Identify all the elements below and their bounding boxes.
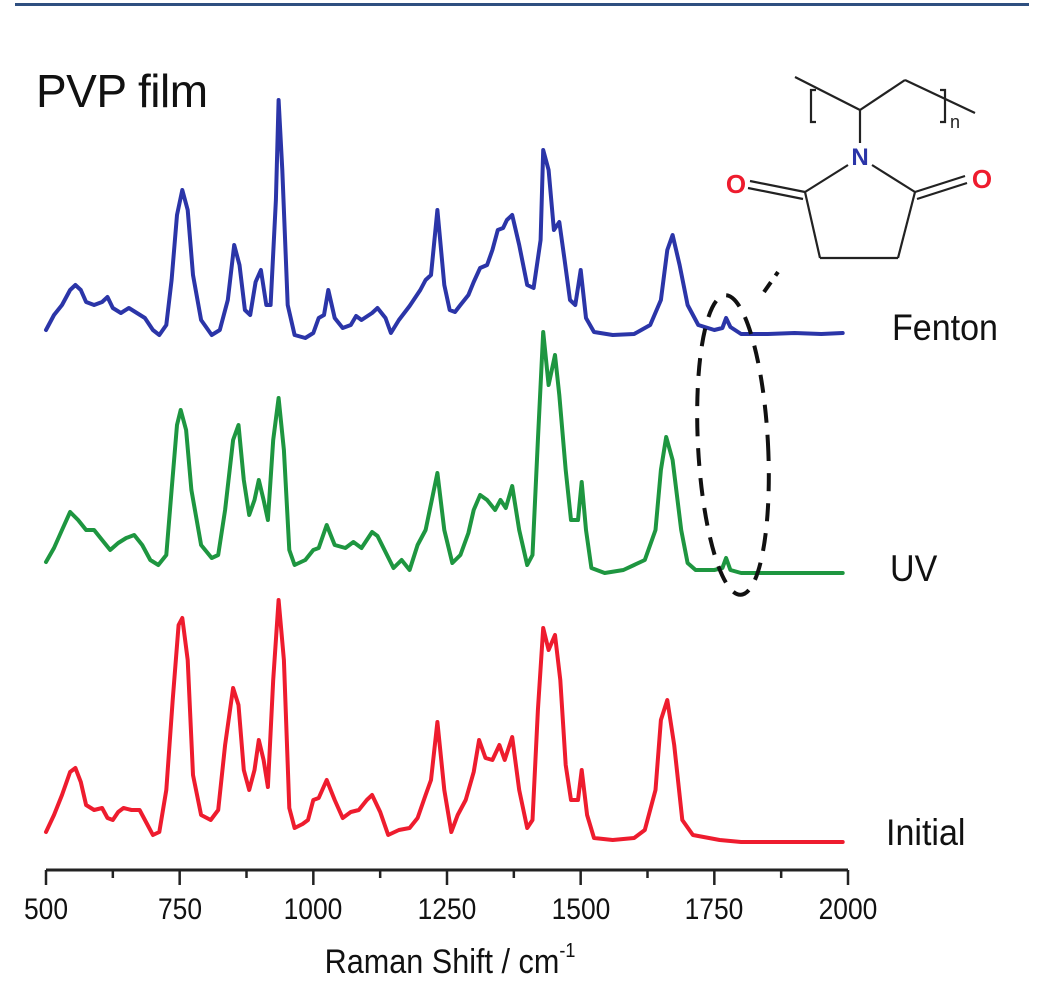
x-tick-label: 1000: [283, 893, 343, 926]
initial-series-label: Initial: [886, 812, 966, 853]
uv-spectrum-line: [44, 330, 845, 575]
top-rule-divider: [15, 3, 1029, 6]
initial-spectrum-line: [44, 598, 845, 844]
x-tick-label: 2000: [818, 893, 878, 926]
fenton-series-label: Fenton: [892, 307, 998, 348]
x-tick-label: 1500: [551, 893, 611, 926]
repeat-unit-subscript: n: [950, 112, 960, 132]
x-tick-label: 500: [23, 893, 69, 926]
x-axis-label-text: Raman Shift / cm: [324, 943, 560, 981]
x-tick-label: 1750: [684, 893, 744, 926]
pvp-structure-icon: N O O n: [726, 76, 992, 260]
x-axis-label-exponent: -1: [559, 940, 576, 962]
x-axis: [44, 868, 850, 885]
x-axis-label: Raman Shift / cm-1: [325, 940, 576, 982]
x-tick-label: 1250: [417, 893, 477, 926]
oxygen-atom-label-right: O: [972, 164, 992, 194]
fenton-spectrum-line: [44, 98, 845, 340]
chart-title: PVP film: [36, 65, 208, 117]
x-tick-label: 750: [157, 893, 202, 926]
uv-series-label: UV: [890, 548, 938, 589]
dashed-ellipse-annotation: [695, 270, 780, 597]
nitrogen-atom-label: N: [851, 144, 868, 171]
oxygen-atom-label-left: O: [726, 169, 746, 199]
